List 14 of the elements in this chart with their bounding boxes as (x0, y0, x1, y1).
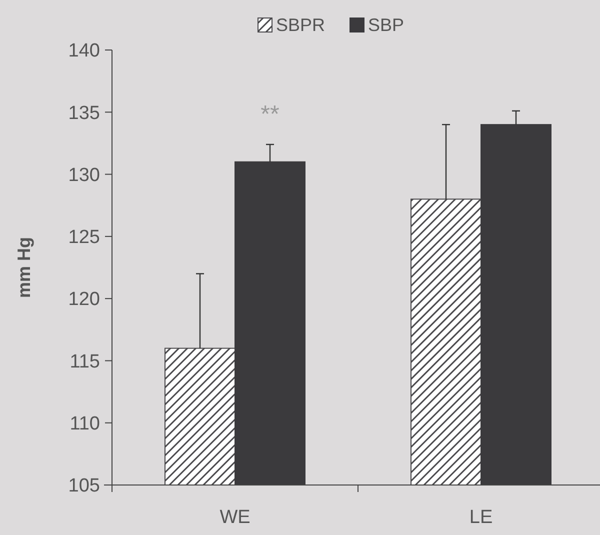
x-tick-label: WE (220, 507, 250, 528)
y-axis-title: mm Hg (14, 236, 34, 298)
y-tick-label: 120 (68, 289, 100, 310)
y-tick-label: 125 (68, 227, 100, 248)
y-tick-label: 110 (70, 414, 100, 435)
y-tick-label: 140 (68, 40, 100, 62)
y-tick-label: 135 (68, 102, 100, 124)
annotation: ** (260, 101, 280, 128)
y-tick-label: 105 (68, 476, 100, 497)
y-tick-label: 115 (70, 351, 100, 372)
legend-label: SBPR (276, 15, 326, 35)
legend-label: SBP (368, 15, 404, 35)
x-tick-label: LE (469, 507, 493, 528)
y-tick-label: 130 (68, 164, 100, 186)
